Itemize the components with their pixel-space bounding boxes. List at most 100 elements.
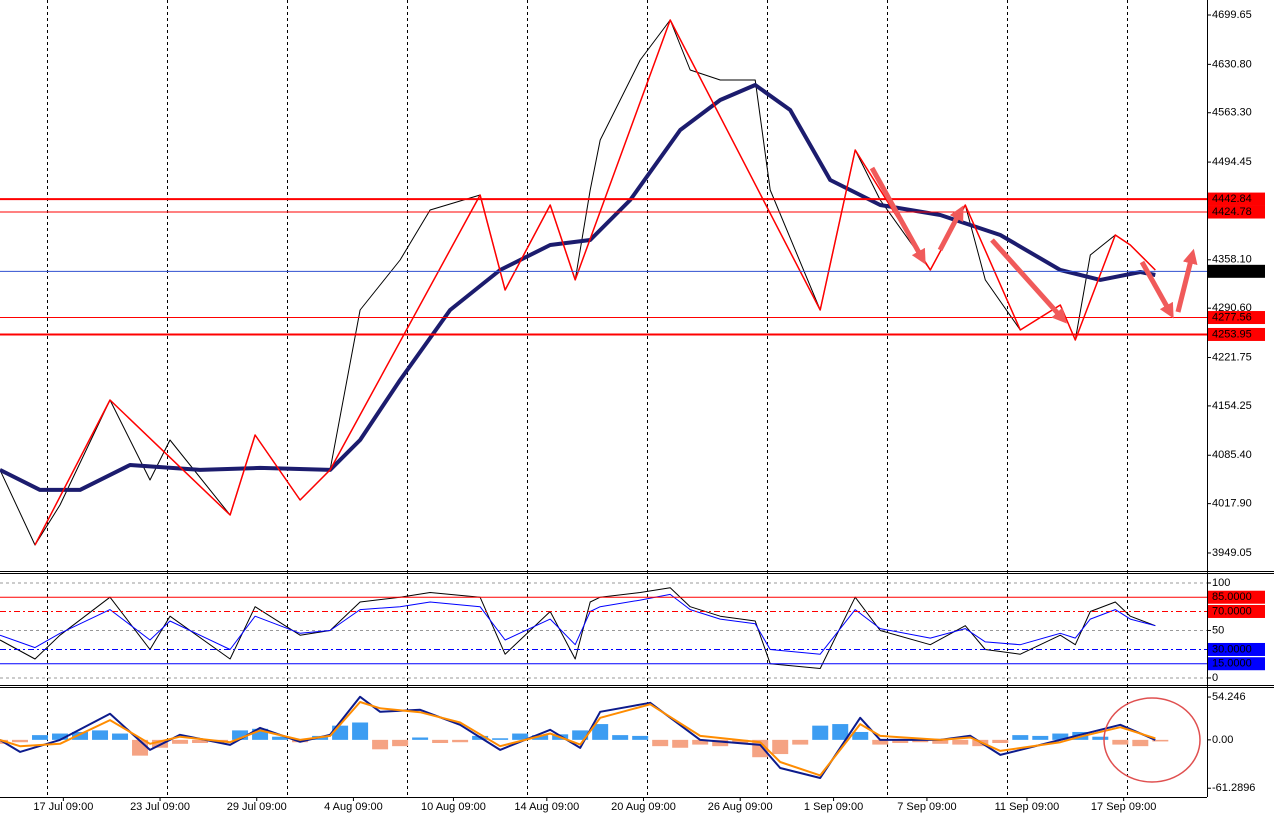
histogram-bar: [72, 731, 89, 740]
series-line: [0, 587, 1156, 669]
level-label: 4424.78: [1212, 206, 1252, 218]
level-label-box: [1208, 590, 1265, 604]
y-tick-label: 4630.80: [1212, 58, 1252, 70]
y-tick-label: 4154.25: [1212, 400, 1252, 412]
x-tick-label: 4 Aug 09:00: [324, 801, 383, 813]
histogram-bar: [12, 739, 29, 743]
level-label-box: [1208, 311, 1265, 325]
histogram-bar: [352, 722, 369, 740]
histogram-bar: [992, 739, 1009, 744]
level-label: 70.0000: [1212, 605, 1252, 617]
histogram-bar: [372, 739, 389, 750]
arrow-up: [937, 205, 964, 252]
plot-area: [0, 14, 1211, 789]
level-label-box: [1208, 604, 1265, 618]
histogram-bar: [1052, 733, 1069, 740]
histogram-bar: [852, 731, 869, 740]
level-label-box: [1208, 327, 1265, 341]
x-tick-label: 20 Aug 09:00: [611, 801, 676, 813]
level-label: 4277.56: [1212, 311, 1252, 323]
histogram-bar: [172, 739, 189, 744]
x-tick-label: 14 Aug 09:00: [514, 801, 579, 813]
histogram-bar: [672, 739, 689, 748]
histogram-bar: [52, 733, 69, 740]
time-grid: [47, 0, 1128, 797]
histogram-bar: [712, 739, 729, 747]
y-tick-label: 4358.10: [1212, 254, 1252, 266]
histogram-bar: [772, 739, 789, 755]
histogram-bar: [572, 730, 589, 740]
y-tick-label: 0.00: [1212, 734, 1233, 746]
highlight-circle: [1103, 697, 1201, 783]
y-tick-label: 100: [1212, 577, 1230, 589]
y-tick-label: 4699.65: [1212, 9, 1252, 21]
histogram-bar: [192, 739, 209, 744]
arrow-down: [1139, 260, 1174, 319]
frame: [0, 0, 1274, 798]
histogram-bar: [612, 735, 629, 740]
y-tick-label: 4221.75: [1212, 351, 1252, 363]
x-tick-label: 1 Sep 09:00: [804, 801, 863, 813]
histogram-bar: [1032, 735, 1049, 740]
histogram-bar: [1012, 735, 1029, 740]
arrow-up: [1175, 248, 1198, 313]
series-line: [34, 19, 1156, 546]
level-label: 4442.84: [1212, 193, 1252, 205]
histogram-bar: [1152, 739, 1169, 742]
histogram-bar: [632, 735, 649, 740]
histogram-bar: [1092, 736, 1109, 740]
series-line: [0, 83, 1156, 492]
histogram-bar: [892, 739, 909, 744]
level-label: 30.0000: [1212, 643, 1252, 655]
level-label-box: [1208, 657, 1265, 671]
histogram-bar: [792, 739, 809, 745]
histogram-bar: [652, 739, 669, 747]
histogram-bar: [252, 728, 269, 740]
x-tick-label: 10 Aug 09:00: [421, 801, 486, 813]
arrow-down: [990, 238, 1068, 324]
y-tick-label: 0: [1212, 672, 1218, 684]
x-tick-label: 11 Sep 09:00: [995, 801, 1060, 813]
level-label-box: [1208, 192, 1265, 206]
annotations: [869, 166, 1198, 324]
histogram-bar: [832, 724, 849, 740]
y-tick-label: 4494.45: [1212, 156, 1252, 168]
x-tick-label: 26 Aug 09:00: [708, 801, 773, 813]
histogram-bar: [872, 739, 889, 745]
histogram-bar: [112, 733, 129, 740]
histogram-bar: [592, 724, 609, 740]
level-label: 85.0000: [1212, 591, 1252, 603]
histogram-bar: [432, 739, 449, 744]
histogram-bar: [692, 739, 709, 745]
y-tick-label: 4085.40: [1212, 449, 1252, 461]
x-tick-label: 29 Jul 09:00: [227, 801, 287, 813]
histogram-bar: [732, 739, 749, 744]
histogram-bar: [532, 735, 549, 740]
histogram-bar: [412, 737, 429, 740]
histogram-bar: [492, 738, 509, 740]
histogram-bar: [1132, 739, 1149, 747]
y-tick-label: 50: [1212, 624, 1224, 636]
histogram-bar: [232, 730, 249, 740]
y-tick-label: 3949.05: [1212, 547, 1252, 559]
y-tick-label: 4017.90: [1212, 498, 1252, 510]
y-tick-label: 54.246: [1212, 691, 1246, 703]
x-tick-label: 23 Jul 09:00: [130, 801, 190, 813]
x-tick-label: 7 Sep 09:00: [897, 801, 956, 813]
level-label-box: [1208, 264, 1265, 278]
level-label-box: [1208, 205, 1265, 219]
histogram-bar: [392, 739, 409, 747]
level-label: 15.0000: [1212, 658, 1252, 670]
level-label: 4342.04: [1212, 265, 1252, 277]
level-label-box: [1208, 642, 1265, 656]
histogram-bar: [812, 725, 829, 740]
histogram-bar: [932, 739, 949, 744]
histogram-bar: [32, 735, 49, 740]
histogram-bar: [512, 733, 529, 740]
x-tick-label: 17 Sep 09:00: [1091, 801, 1156, 813]
y-tick-label: -61.2896: [1212, 782, 1255, 794]
y-tick-label: 4563.30: [1212, 107, 1252, 119]
arrow-down: [869, 166, 926, 265]
